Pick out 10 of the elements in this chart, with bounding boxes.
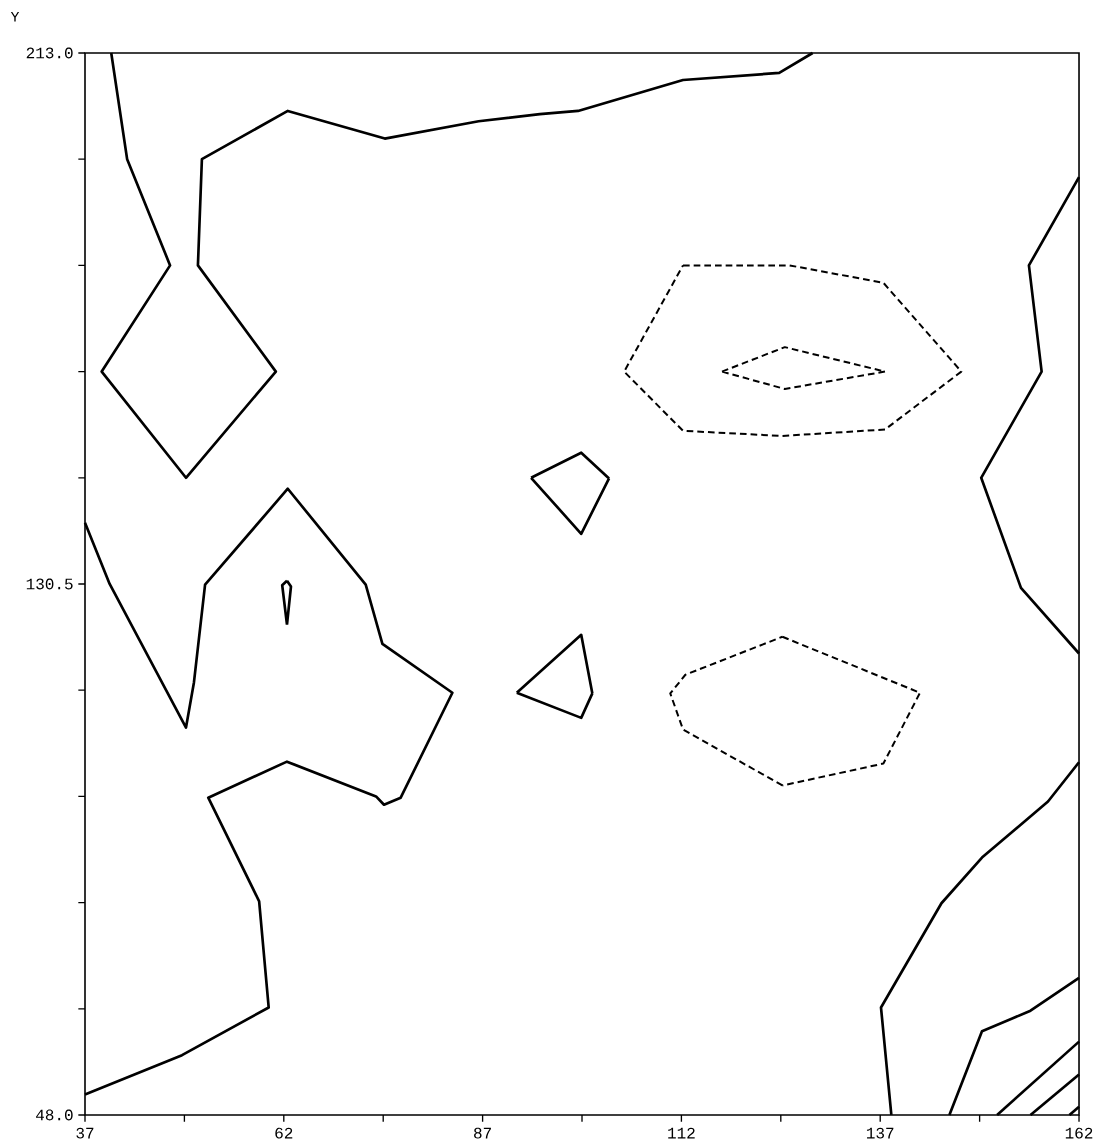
x-tick-label: 62 bbox=[275, 1127, 293, 1139]
x-tick-label: 112 bbox=[668, 1127, 695, 1139]
x-tick-label: 37 bbox=[76, 1127, 94, 1139]
x-tick-label: 137 bbox=[866, 1127, 894, 1139]
x-tick-label: 87 bbox=[474, 1127, 491, 1139]
y-tick-label: 130.5 bbox=[26, 578, 73, 590]
y-tick-label: 48.0 bbox=[36, 1109, 73, 1121]
y-axis-title: Y bbox=[10, 11, 20, 22]
y-tick-label: 213.0 bbox=[26, 47, 73, 59]
x-tick-label: 162 bbox=[1065, 1127, 1093, 1139]
